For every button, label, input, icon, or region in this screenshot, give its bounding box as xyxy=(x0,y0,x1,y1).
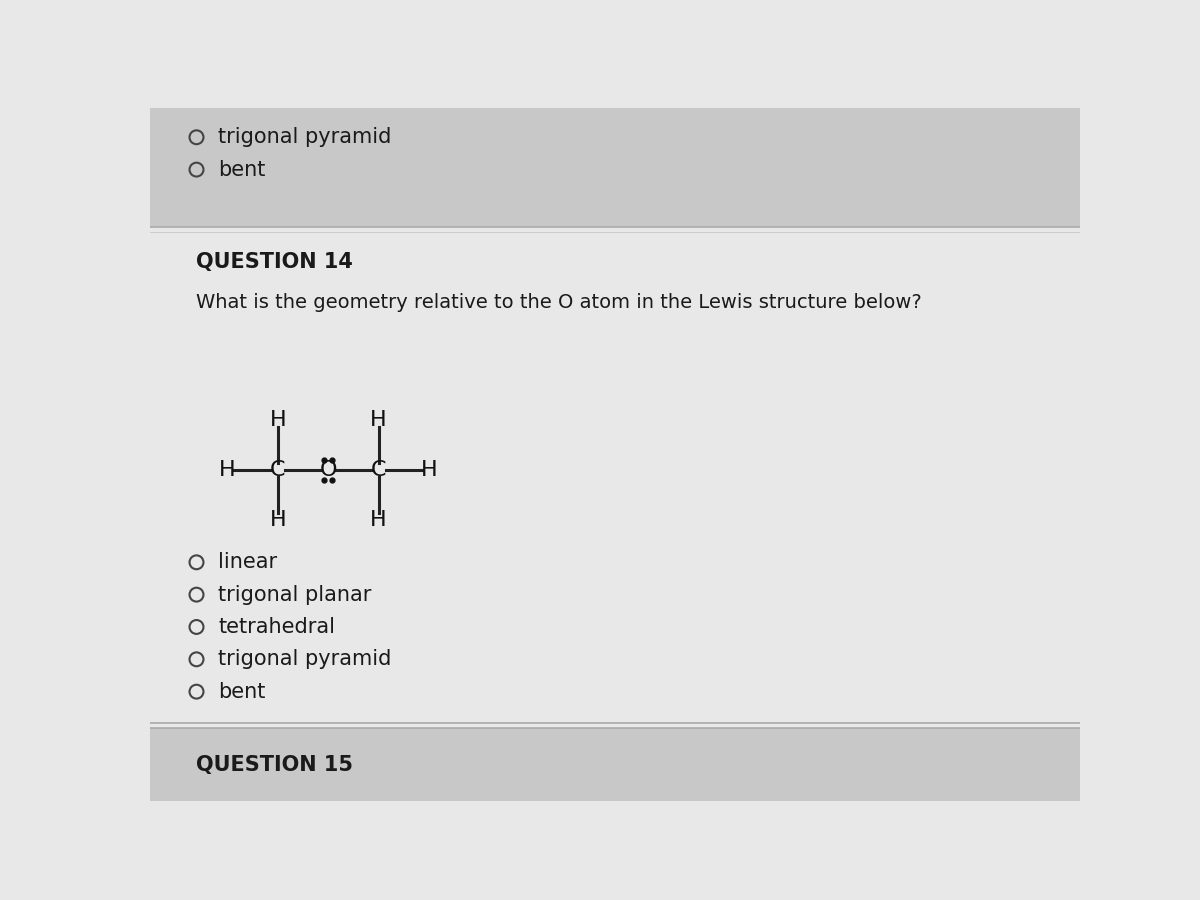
Text: tetrahedral: tetrahedral xyxy=(218,617,335,637)
Text: QUESTION 15: QUESTION 15 xyxy=(197,755,354,775)
Text: QUESTION 14: QUESTION 14 xyxy=(197,252,353,272)
Text: H: H xyxy=(270,510,286,530)
Bar xyxy=(150,108,1080,228)
Bar xyxy=(150,228,1080,728)
Text: trigonal pyramid: trigonal pyramid xyxy=(218,127,391,148)
Text: H: H xyxy=(220,460,236,480)
Text: H: H xyxy=(421,460,437,480)
Text: linear: linear xyxy=(218,553,277,572)
Text: bent: bent xyxy=(218,681,265,702)
Text: What is the geometry relative to the O atom in the Lewis structure below?: What is the geometry relative to the O a… xyxy=(197,292,923,311)
Text: C: C xyxy=(270,460,286,480)
Bar xyxy=(150,728,1080,801)
Text: H: H xyxy=(371,510,386,530)
Text: H: H xyxy=(270,410,286,430)
Text: H: H xyxy=(371,410,386,430)
Text: trigonal planar: trigonal planar xyxy=(218,585,372,605)
Text: C: C xyxy=(371,460,386,480)
Text: bent: bent xyxy=(218,159,265,180)
Text: O: O xyxy=(319,460,337,480)
Text: trigonal pyramid: trigonal pyramid xyxy=(218,649,391,670)
